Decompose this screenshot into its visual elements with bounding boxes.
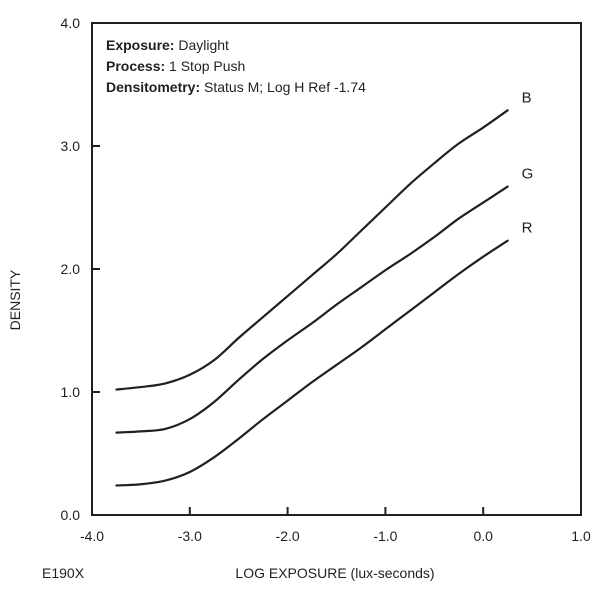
info-densitometry-label: Densitometry: (106, 79, 200, 95)
x-axis-title: LOG EXPOSURE (lux-seconds) (235, 565, 434, 581)
x-tick-label-3: -1.0 (373, 528, 397, 544)
info-line-densitometry: Densitometry: Status M; Log H Ref -1.74 (106, 79, 366, 95)
x-tick-label-4: 0.0 (473, 528, 493, 544)
info-process-value: 1 Stop Push (165, 58, 245, 74)
series-line-b (115, 109, 509, 391)
y-tick-label-4: 4.0 (61, 15, 81, 31)
y-tick-label-1: 1.0 (61, 384, 81, 400)
x-tick-label-2: -2.0 (276, 528, 300, 544)
curves-layer: B G R (115, 89, 534, 487)
x-tick-label-0: -4.0 (80, 528, 104, 544)
info-densitometry-value: Status M; Log H Ref -1.74 (200, 79, 366, 95)
series-label-g: G (522, 166, 534, 183)
series-line-r (115, 239, 509, 487)
y-tick-label-0: 0.0 (61, 507, 81, 523)
info-exposure-value: Daylight (174, 37, 229, 53)
series-label-r: R (522, 220, 533, 237)
series-line-g (115, 185, 509, 434)
series-label-b: B (522, 89, 532, 106)
y-axis-title: DENSITY (7, 269, 23, 330)
y-tick-label-3: 3.0 (61, 138, 81, 154)
info-process-label: Process: (106, 58, 165, 74)
x-tick-label-5: 1.0 (571, 528, 591, 544)
axes-layer: 0.0 1.0 2.0 3.0 4.0 -4.0 -3.0 -2.0 -1.0 0.0 1.0 (61, 15, 591, 544)
y-tick-label-2: 2.0 (61, 261, 81, 277)
info-box: Exposure: Daylight Process: 1 Stop Push … (106, 37, 366, 95)
plot-frame (91, 22, 582, 516)
figure-code: E190X (42, 565, 85, 581)
x-tick-label-1: -3.0 (178, 528, 202, 544)
info-line-process: Process: 1 Stop Push (106, 58, 245, 74)
info-exposure-label: Exposure: (106, 37, 174, 53)
info-line-exposure: Exposure: Daylight (106, 37, 229, 53)
